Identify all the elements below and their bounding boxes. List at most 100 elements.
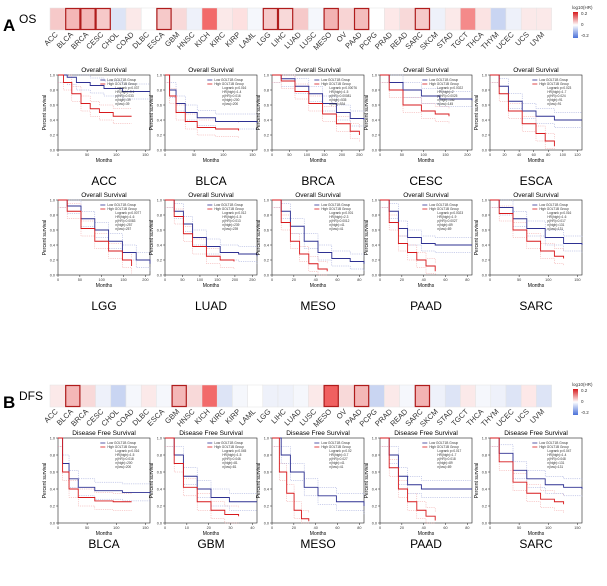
scale-tick-label: 0.2	[581, 388, 588, 393]
km-legend-line: HR(high)=1.4	[222, 90, 241, 94]
x-tick-label: 50	[85, 526, 89, 530]
cancer-type-label: LAML	[237, 30, 257, 50]
y-tick-label: 1.0	[157, 199, 162, 203]
heatmap-cell	[368, 7, 385, 31]
x-tick-label: 60	[443, 278, 447, 282]
km-legend-line: HR(high)=1.7	[437, 453, 456, 457]
km-legend-line: p(HR)=0.017	[547, 219, 566, 223]
heatmap-cell	[125, 7, 142, 31]
heatmap-cell	[186, 384, 203, 408]
heatmap-cell	[110, 7, 127, 31]
km-legend-line: n(high)=200	[222, 98, 239, 102]
low-group-ci-curve	[272, 207, 365, 272]
x-tick-label: 20	[400, 278, 404, 282]
km-legend-line: Logrank p=0.016	[222, 86, 246, 90]
x-tick-label: 0	[489, 278, 491, 282]
heatmap-cell	[262, 384, 279, 408]
km-plot-title: Overall Survival	[81, 67, 127, 74]
km-legend-line: High GOLT1B Group	[321, 445, 351, 449]
km-legend-line: Low GOLT1B Group	[107, 203, 136, 207]
x-tick-label: 150	[574, 278, 580, 282]
x-axis-label: Months	[418, 531, 435, 537]
km-plot-frame	[164, 437, 258, 524]
km-plot: Disease Free Survival 0.0 0.2 0.4 0.6 0.8 1.0 0…	[364, 430, 473, 537]
heatmap-cell	[216, 7, 233, 31]
km-plot: Overall Survival 0.0 0.2 0.4 0.6 0.8 1.0 0 50 100…	[42, 192, 151, 289]
y-tick-label: 0.2	[50, 134, 55, 138]
y-tick-label: 1.0	[372, 437, 377, 441]
heatmap-cell	[368, 384, 385, 408]
km-legend-line: Logrank p=0.012	[222, 211, 246, 215]
km-legend-line: HR(high)=3.7	[329, 453, 348, 457]
plot-caption: GBM	[197, 537, 224, 551]
km-legend-line: Low GOLT1B Group	[429, 441, 458, 445]
km-legend-line: p(HR)=0.0083	[115, 219, 135, 223]
y-axis-label: Percent survival	[149, 220, 155, 256]
heatmap-cell	[353, 7, 370, 31]
x-tick-label: 100	[197, 278, 203, 282]
high-group-curve	[272, 74, 360, 135]
x-tick-label: 100	[304, 153, 310, 157]
x-tick-label: 40	[314, 526, 318, 530]
km-legend-line: Logrank p=0.037	[115, 86, 139, 90]
km-plot: Overall Survival 0.0 0.2 0.4 0.6 0.8 1.0 0 50 100…	[474, 192, 583, 289]
x-tick-label: 50	[287, 153, 291, 157]
heatmap-cell	[505, 7, 522, 31]
km-legend-line: n(high)=146	[437, 98, 454, 102]
low-group-ci-curve	[490, 446, 583, 498]
y-tick-label: 0.8	[157, 89, 162, 93]
heatmap-cell	[520, 7, 537, 31]
km-legend-line: Low GOLT1B Group	[107, 441, 136, 445]
x-tick-label: 0	[57, 153, 59, 157]
y-tick-label: 0.8	[264, 454, 269, 458]
km-legend-line: Logrank p=0.023	[547, 86, 571, 90]
x-tick-label: 50	[192, 153, 196, 157]
km-legend-line: High GOLT1B Group	[539, 82, 569, 86]
heatmap-cell	[444, 7, 461, 31]
high-group-curve	[490, 199, 565, 259]
x-axis-label: Months	[203, 531, 220, 537]
x-tick-label: 150	[574, 526, 580, 530]
x-tick-label: 150	[142, 526, 148, 530]
low-group-ci-curve	[58, 207, 151, 272]
cancer-type-label: UCS	[513, 407, 531, 425]
panel-letter: A	[3, 16, 15, 35]
heatmap-cell	[353, 384, 370, 408]
y-axis-label: Percent survival	[364, 463, 370, 499]
km-legend-line: Low GOLT1B Group	[214, 441, 243, 445]
plot-caption: PAAD	[410, 537, 442, 551]
km-legend-line: n(high)=257	[115, 223, 132, 227]
x-tick-label: 20	[292, 278, 296, 282]
x-axis-label: Months	[418, 283, 435, 289]
color-scale-bar	[573, 389, 578, 415]
x-axis-label: Months	[528, 531, 545, 537]
heatmap-cell	[80, 384, 96, 408]
km-plot-frame	[57, 437, 151, 524]
heatmap-cell	[49, 384, 66, 408]
x-tick-label: 40	[250, 526, 254, 530]
y-tick-label: 0.6	[264, 229, 269, 233]
y-axis-label: Percent survival	[256, 220, 262, 256]
heatmap-cell	[414, 384, 431, 408]
y-tick-label: 0.0	[264, 149, 269, 153]
x-tick-label: 80	[357, 526, 361, 530]
heatmap-cell	[292, 7, 309, 31]
y-tick-label: 0.0	[482, 522, 487, 526]
km-legend-line: n(low)=39	[115, 102, 129, 106]
y-axis-label: Percent survival	[149, 95, 155, 131]
x-tick-label: 0	[164, 278, 166, 282]
km-plot-title: Disease Free Survival	[72, 430, 136, 437]
scale-tick-label: -0.2	[581, 410, 589, 415]
km-legend-line: HR(high)=2	[437, 90, 454, 94]
x-tick-label: 0	[271, 526, 273, 530]
heatmap-cell	[201, 7, 218, 31]
heatmap-cell	[64, 384, 81, 408]
y-tick-label: 0.6	[372, 104, 377, 108]
km-legend-line: High GOLT1B Group	[429, 445, 459, 449]
y-tick-label: 0.8	[50, 454, 55, 458]
heatmap-cell	[429, 7, 446, 31]
scale-title: log10(HR)	[572, 5, 593, 10]
high-group-ci-curve	[165, 207, 235, 269]
km-legend-line: n(low)=257	[115, 227, 131, 231]
x-tick-label: 40	[314, 278, 318, 282]
